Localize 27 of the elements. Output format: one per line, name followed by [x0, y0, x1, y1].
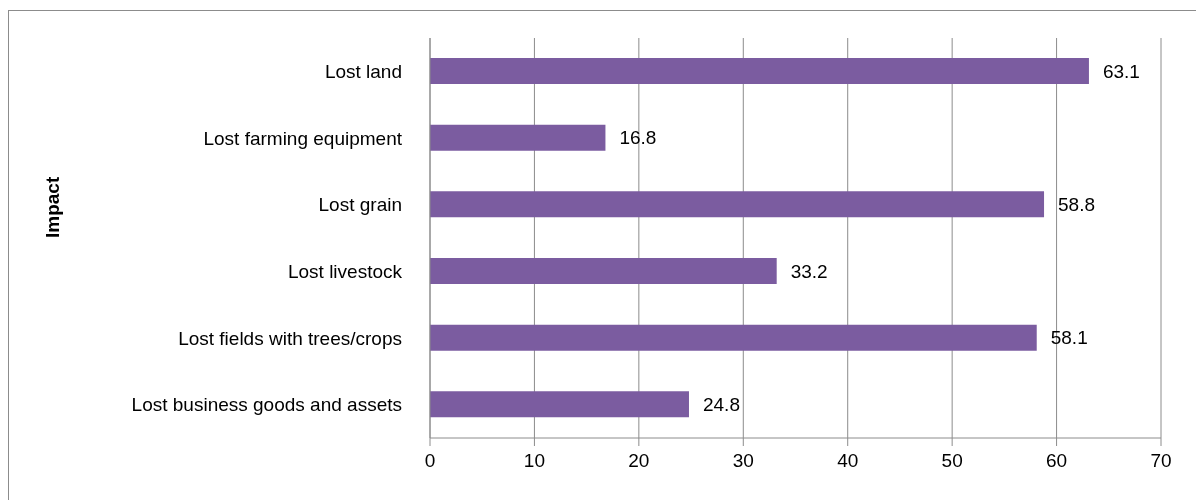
data-label: 33.2 — [790, 260, 828, 282]
y-axis-title: Impact — [41, 176, 63, 238]
x-tick-label: 70 — [1150, 450, 1172, 472]
x-tick-label: 0 — [424, 450, 436, 472]
x-tick-label: 30 — [732, 450, 754, 472]
bar — [430, 191, 1045, 218]
data-label: 16.8 — [619, 127, 657, 149]
x-tick-label: 10 — [523, 450, 545, 472]
data-label: 58.8 — [1058, 194, 1096, 216]
bar — [430, 58, 1089, 84]
x-tick-label: 20 — [628, 450, 650, 472]
bar — [430, 324, 1037, 351]
data-label: 63.1 — [1102, 60, 1140, 82]
x-tick-label: 40 — [837, 450, 859, 472]
y-tick-label: Lost farming equipment — [203, 127, 403, 149]
y-tick-label: Lost grain — [318, 194, 402, 216]
data-label: 24.8 — [702, 394, 740, 416]
y-tick-label: Lost land — [324, 61, 402, 83]
data-label: 58.1 — [1050, 327, 1088, 349]
y-tick-label: Lost livestock — [287, 261, 403, 283]
bar — [430, 258, 777, 284]
x-tick-label: 50 — [941, 450, 963, 472]
bar — [430, 391, 689, 418]
bar — [430, 124, 606, 151]
x-tick-label: 60 — [1046, 450, 1068, 472]
y-tick-label: Lost business goods and assets — [131, 394, 402, 416]
y-tick-label: Lost fields with trees/crops — [178, 327, 402, 349]
